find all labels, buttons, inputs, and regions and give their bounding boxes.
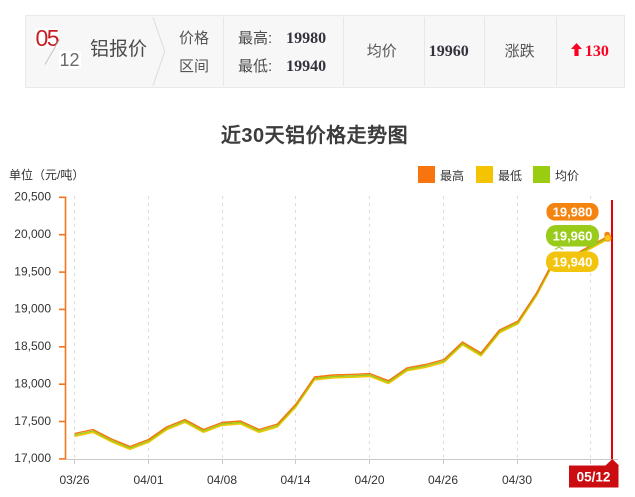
svg-text:04/20: 04/20 (354, 473, 384, 487)
svg-text:19,500: 19,500 (14, 264, 51, 278)
svg-text:04/08: 04/08 (207, 473, 237, 487)
svg-text:05/12: 05/12 (577, 470, 611, 485)
svg-text:17,500: 17,500 (14, 414, 51, 428)
svg-text:19,940: 19,940 (553, 255, 593, 270)
svg-text:03/26: 03/26 (59, 473, 89, 487)
svg-text:17,000: 17,000 (14, 451, 51, 465)
svg-text:18,500: 18,500 (14, 339, 51, 353)
svg-text:04/26: 04/26 (428, 473, 458, 487)
svg-text:19,960: 19,960 (553, 229, 593, 244)
svg-text:20,000: 20,000 (14, 227, 51, 241)
svg-text:19,980: 19,980 (553, 205, 593, 220)
svg-text:04/14: 04/14 (280, 473, 310, 487)
svg-text:04/30: 04/30 (502, 473, 532, 487)
svg-text:04/01: 04/01 (133, 473, 163, 487)
svg-text:20,500: 20,500 (14, 190, 51, 204)
svg-text:19,000: 19,000 (14, 302, 51, 316)
svg-text:18,000: 18,000 (14, 377, 51, 391)
